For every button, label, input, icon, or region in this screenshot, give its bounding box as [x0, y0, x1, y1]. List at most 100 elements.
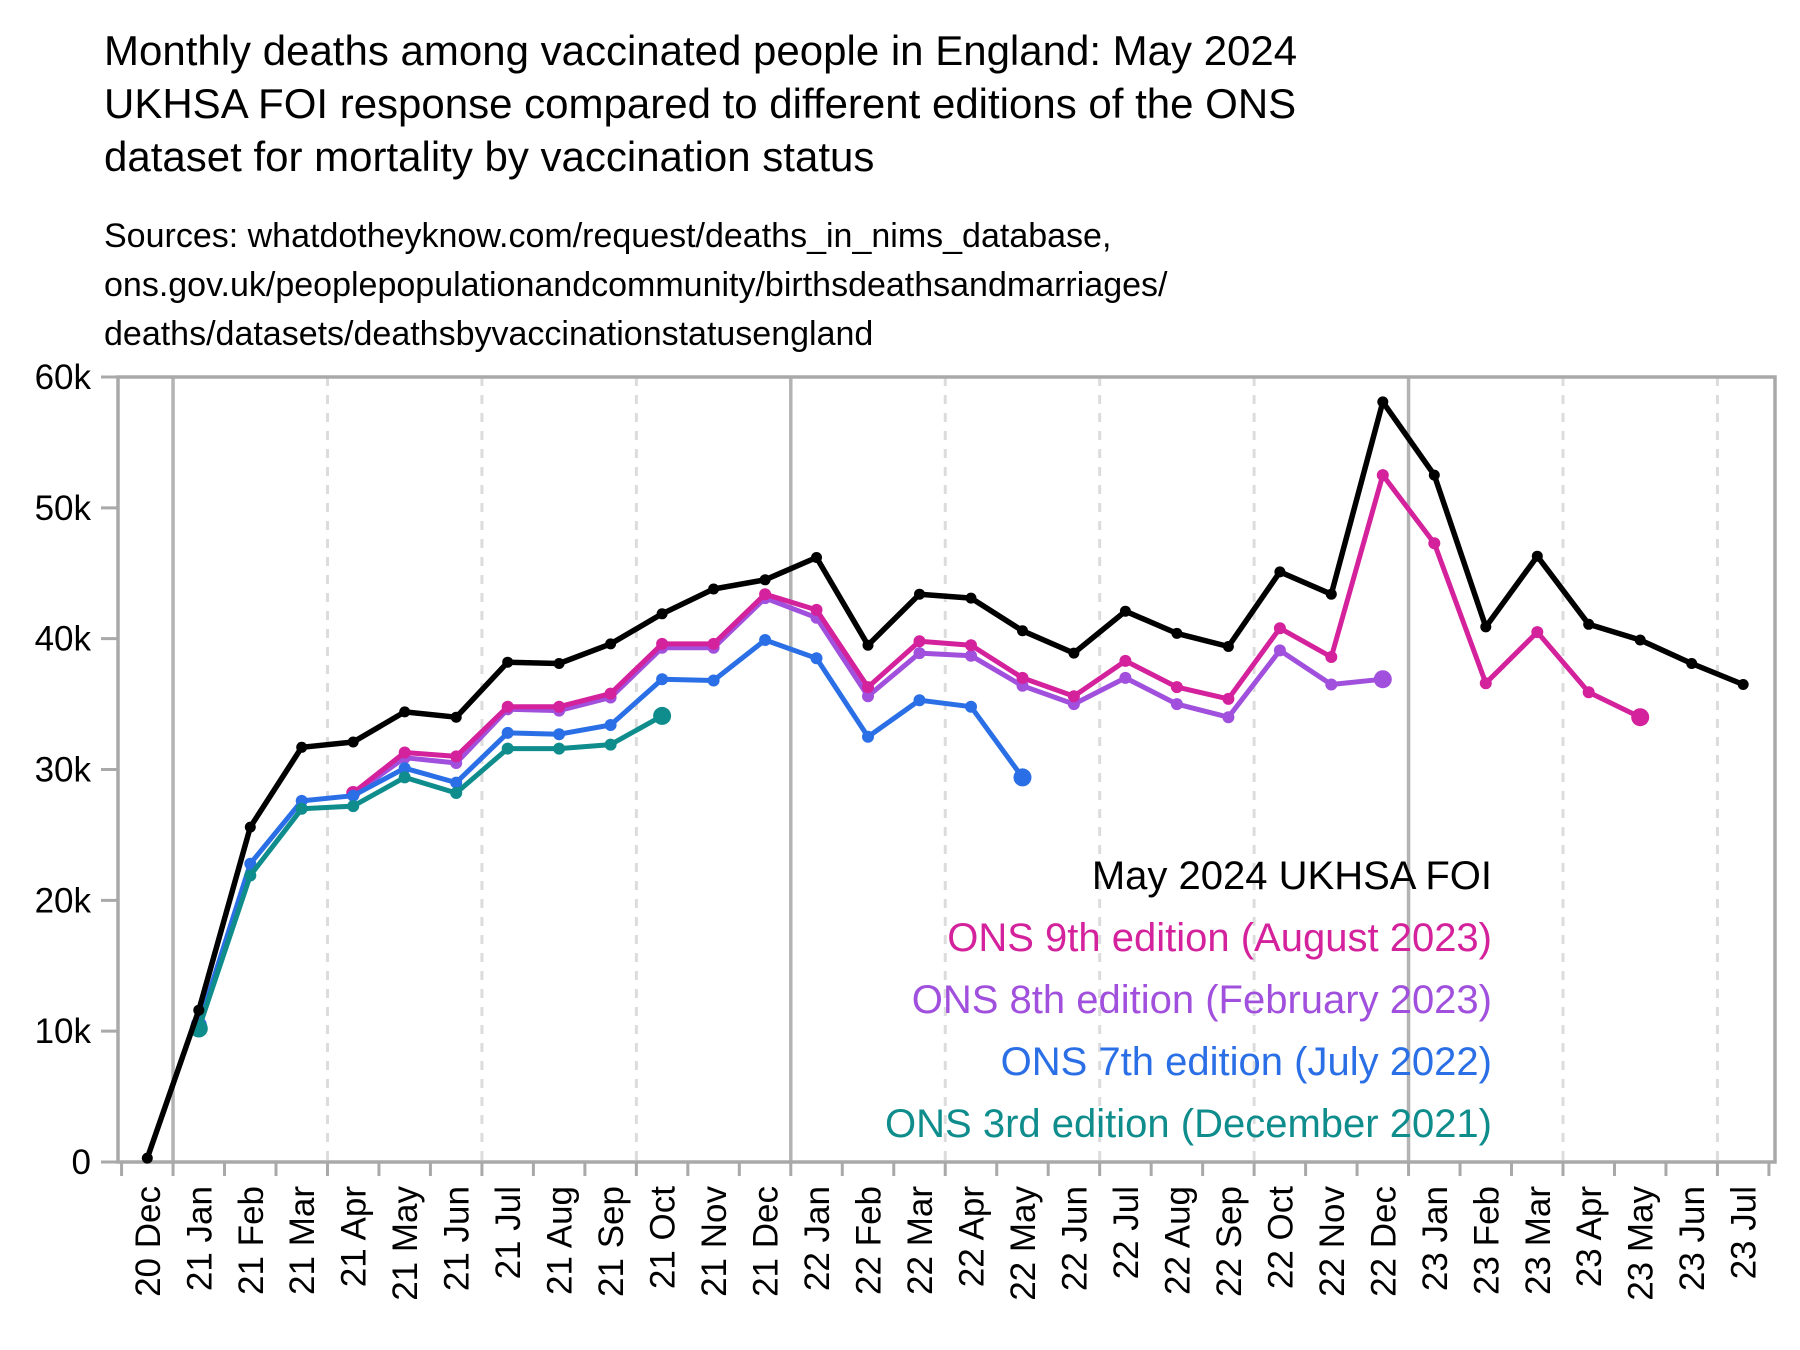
series-line [196, 713, 664, 1030]
x-tick-label: 21 Jul [489, 1186, 528, 1279]
data-point [1222, 711, 1235, 724]
data-point [1170, 698, 1183, 711]
data-point [1222, 641, 1234, 652]
legend-item-ons-3rd-edition: ONS 3rd edition (December 2021) [885, 1102, 1492, 1146]
data-point [1017, 625, 1028, 637]
data-point [1119, 671, 1132, 684]
data-point [604, 738, 617, 751]
data-point [244, 869, 257, 882]
y-tick-label: 20k [35, 881, 92, 920]
data-point [450, 750, 463, 763]
x-tick-label: 22 Apr [952, 1186, 991, 1288]
data-point [965, 592, 977, 604]
data-point [1631, 708, 1650, 727]
data-point [295, 802, 308, 815]
data-point [1068, 647, 1080, 659]
data-point [501, 700, 514, 713]
data-point [656, 673, 669, 686]
data-point [1583, 618, 1595, 630]
data-point [1531, 550, 1543, 562]
y-tick-label: 30k [35, 751, 92, 790]
data-point [1582, 686, 1595, 699]
data-point [553, 700, 566, 713]
y-tick-label: 60k [35, 358, 92, 397]
x-tick-label: 22 Aug [1158, 1186, 1197, 1295]
data-point [450, 787, 463, 799]
series-may-2024-ukhsa-foi [141, 396, 1749, 1164]
data-point [862, 730, 874, 743]
data-point [1067, 690, 1080, 703]
data-point [347, 800, 360, 813]
sources-line-3: deaths/datasets/deathsbyvaccinationstatu… [104, 315, 874, 353]
y-tick-label: 50k [35, 489, 92, 528]
data-point [914, 588, 925, 600]
x-tick-label: 22 Jun [1055, 1186, 1094, 1291]
data-point [502, 656, 514, 668]
data-point [1479, 677, 1492, 690]
x-tick-label: 23 Jul [1725, 1186, 1764, 1279]
data-point [708, 583, 720, 595]
data-point [707, 637, 720, 650]
data-point [965, 639, 977, 652]
data-point [759, 634, 772, 646]
y-tick-label: 0 [72, 1143, 91, 1182]
x-tick-label: 21 Nov [695, 1186, 734, 1297]
data-point [347, 789, 360, 802]
data-point [398, 762, 411, 775]
data-point [553, 742, 566, 755]
x-tick-label: 23 May [1622, 1186, 1661, 1301]
series-ons-7th-edition-july-2022- [190, 634, 1032, 1033]
x-tick-label: 22 Jan [798, 1186, 837, 1291]
data-point [604, 687, 617, 700]
data-point [1274, 566, 1286, 578]
chart-title-line-3: dataset for mortality by vaccination sta… [104, 133, 875, 180]
x-tick-label: 21 Oct [644, 1186, 683, 1289]
data-point [656, 608, 668, 620]
x-tick-label: 20 Dec [129, 1186, 168, 1297]
data-point [810, 652, 823, 665]
data-point [965, 700, 977, 713]
data-point [141, 1152, 153, 1164]
x-tick-label: 22 Mar [901, 1186, 940, 1295]
data-point [296, 741, 308, 753]
data-point [913, 647, 926, 660]
data-point [553, 728, 566, 741]
data-point [1480, 621, 1492, 633]
data-point [862, 681, 874, 694]
x-tick-label: 21 Sep [592, 1186, 631, 1297]
x-tick-label: 21 Apr [335, 1186, 374, 1288]
x-tick-label: 23 Jun [1673, 1186, 1712, 1291]
x-tick-label: 21 Feb [232, 1186, 271, 1295]
x-tick-label: 22 Dec [1364, 1186, 1403, 1297]
x-tick-label: 22 May [1004, 1186, 1043, 1301]
data-point [862, 690, 874, 703]
series-ons-3rd-edition-december-2021- [189, 706, 672, 1038]
legend-item-ons-8th-edition: ONS 8th edition (February 2023) [911, 978, 1492, 1022]
data-point [1686, 658, 1698, 669]
data-point [913, 635, 926, 648]
data-point [605, 638, 617, 650]
x-tick-label: 23 Mar [1519, 1186, 1558, 1295]
chart-legend: May 2024 UKHSA FOI ONS 9th edition (Augu… [885, 845, 1492, 1155]
data-point [965, 649, 977, 662]
x-tick-label: 22 Nov [1313, 1186, 1352, 1297]
x-tick-label: 21 Jan [180, 1186, 219, 1291]
data-point [1737, 679, 1749, 690]
data-point [347, 736, 359, 748]
data-point [759, 588, 772, 601]
x-tick-label: 23 Jan [1416, 1186, 1455, 1291]
data-point [810, 603, 823, 616]
x-tick-label: 22 Oct [1261, 1186, 1300, 1289]
data-point [1171, 627, 1183, 639]
data-point [1325, 588, 1337, 600]
data-point [244, 821, 256, 833]
data-point [811, 552, 822, 563]
data-point [193, 1004, 205, 1016]
y-tick-label: 40k [35, 620, 92, 659]
data-point [1119, 605, 1131, 617]
data-point [1377, 396, 1389, 408]
data-point [1016, 671, 1029, 684]
data-point [707, 674, 720, 687]
